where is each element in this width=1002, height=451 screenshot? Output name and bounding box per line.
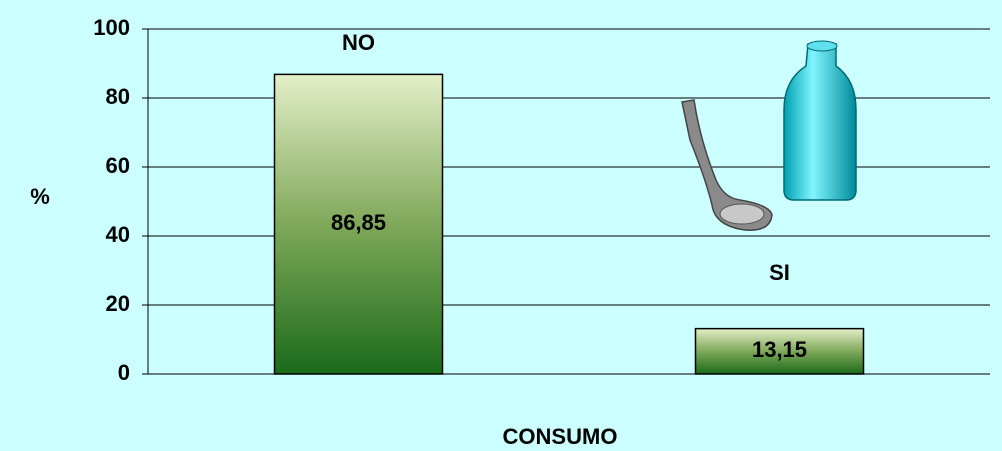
chart: 0 20 40 60 80 100 86,85 NO 13,15 SI % CONSUMO (0, 0, 1002, 451)
y-tick-label: 20 (106, 291, 130, 316)
value-label: 13,15 (752, 337, 807, 362)
page: 02040608010086,85NO13,15SI % CONSUMO (()… (0, 0, 1002, 451)
y-tick-label: 0 (118, 360, 130, 385)
y-tick-label: 60 (106, 153, 130, 178)
category-label: SI (769, 260, 790, 285)
background (0, 0, 1002, 451)
y-tick-label: 100 (93, 15, 130, 40)
y-tick-label: 40 (106, 222, 130, 247)
y-axis-label: % (30, 184, 50, 209)
category-label: NO (342, 30, 375, 55)
y-tick-label: 80 (106, 84, 130, 109)
value-label: 86,85 (331, 210, 386, 235)
x-axis-label: CONSUMO (503, 424, 618, 449)
